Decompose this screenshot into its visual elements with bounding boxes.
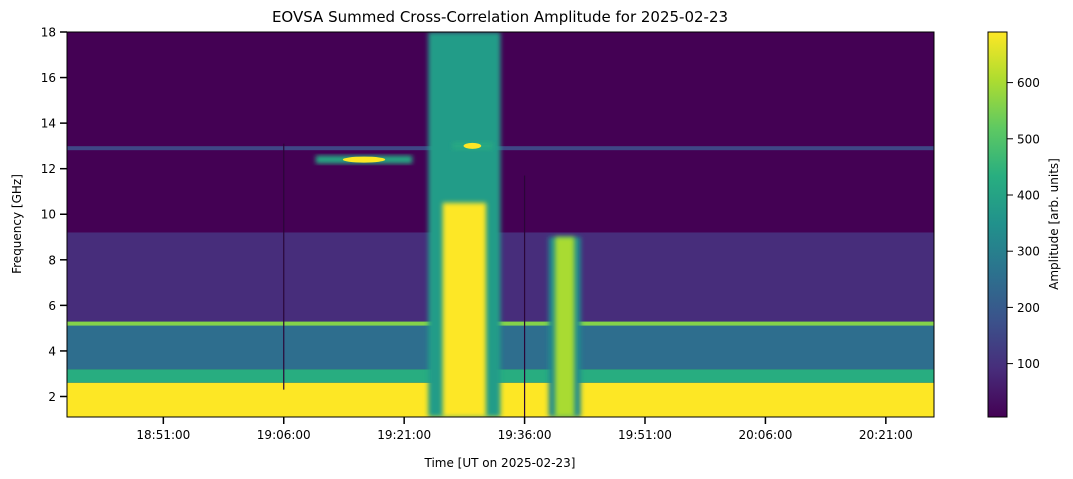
colorbar-axis: 100 200 300 400 500 600 bbox=[1007, 76, 1040, 371]
x-tick-label: 20:21:00 bbox=[859, 428, 913, 442]
colorbar-tick-label: 600 bbox=[1017, 76, 1040, 90]
heatmap-blob bbox=[315, 155, 413, 164]
y-tick-label: 12 bbox=[41, 162, 56, 176]
x-tick-label: 20:06:00 bbox=[738, 428, 792, 442]
x-tick-label: 19:51:00 bbox=[618, 428, 672, 442]
colorbar-tick-label: 200 bbox=[1017, 301, 1040, 315]
colorbar-title: Amplitude [arb. units] bbox=[1047, 158, 1061, 290]
colorbar-tick-label: 400 bbox=[1017, 188, 1040, 202]
y-tick-label: 4 bbox=[48, 344, 56, 358]
colorbar bbox=[988, 32, 1007, 417]
flare-core bbox=[555, 237, 575, 417]
x-tick-label: 18:51:00 bbox=[136, 428, 190, 442]
y-tick-label: 14 bbox=[41, 117, 56, 131]
x-axis: 18:51:00 19:06:00 19:21:00 19:36:00 19:51:00… bbox=[136, 417, 913, 442]
blob-core bbox=[463, 142, 482, 149]
heatmap-flare bbox=[428, 32, 501, 417]
plot-frame bbox=[66, 31, 935, 418]
flare-core bbox=[442, 202, 487, 417]
y-tick-label: 10 bbox=[41, 208, 56, 222]
colorbar-tick-label: 100 bbox=[1017, 357, 1040, 371]
colorbar-tick-label: 500 bbox=[1017, 132, 1040, 146]
colorbar-frame bbox=[987, 31, 1008, 418]
x-axis-title: Time [UT on 2025-02-23] bbox=[424, 456, 576, 470]
y-tick-label: 18 bbox=[41, 26, 56, 40]
y-axis-title: Frequency [GHz] bbox=[10, 174, 24, 274]
x-tick-label: 19:21:00 bbox=[377, 428, 431, 442]
y-tick-label: 2 bbox=[48, 390, 56, 404]
colorbar-tick-label: 300 bbox=[1017, 245, 1040, 259]
y-tick-label: 6 bbox=[48, 299, 56, 313]
chart-title: EOVSA Summed Cross-Correlation Amplitude… bbox=[272, 8, 728, 26]
y-axis: 2 4 6 8 10 12 14 16 18 bbox=[41, 26, 67, 404]
x-tick-label: 19:06:00 bbox=[257, 428, 311, 442]
x-tick-label: 19:36:00 bbox=[498, 428, 552, 442]
blob-core bbox=[342, 156, 386, 163]
y-tick-label: 8 bbox=[48, 253, 56, 267]
heatmap-features bbox=[67, 32, 934, 417]
y-tick-label: 16 bbox=[41, 71, 56, 85]
heatmap-flare bbox=[548, 237, 581, 417]
heatmap-blob bbox=[452, 141, 493, 150]
spectrogram-plot bbox=[67, 32, 934, 417]
